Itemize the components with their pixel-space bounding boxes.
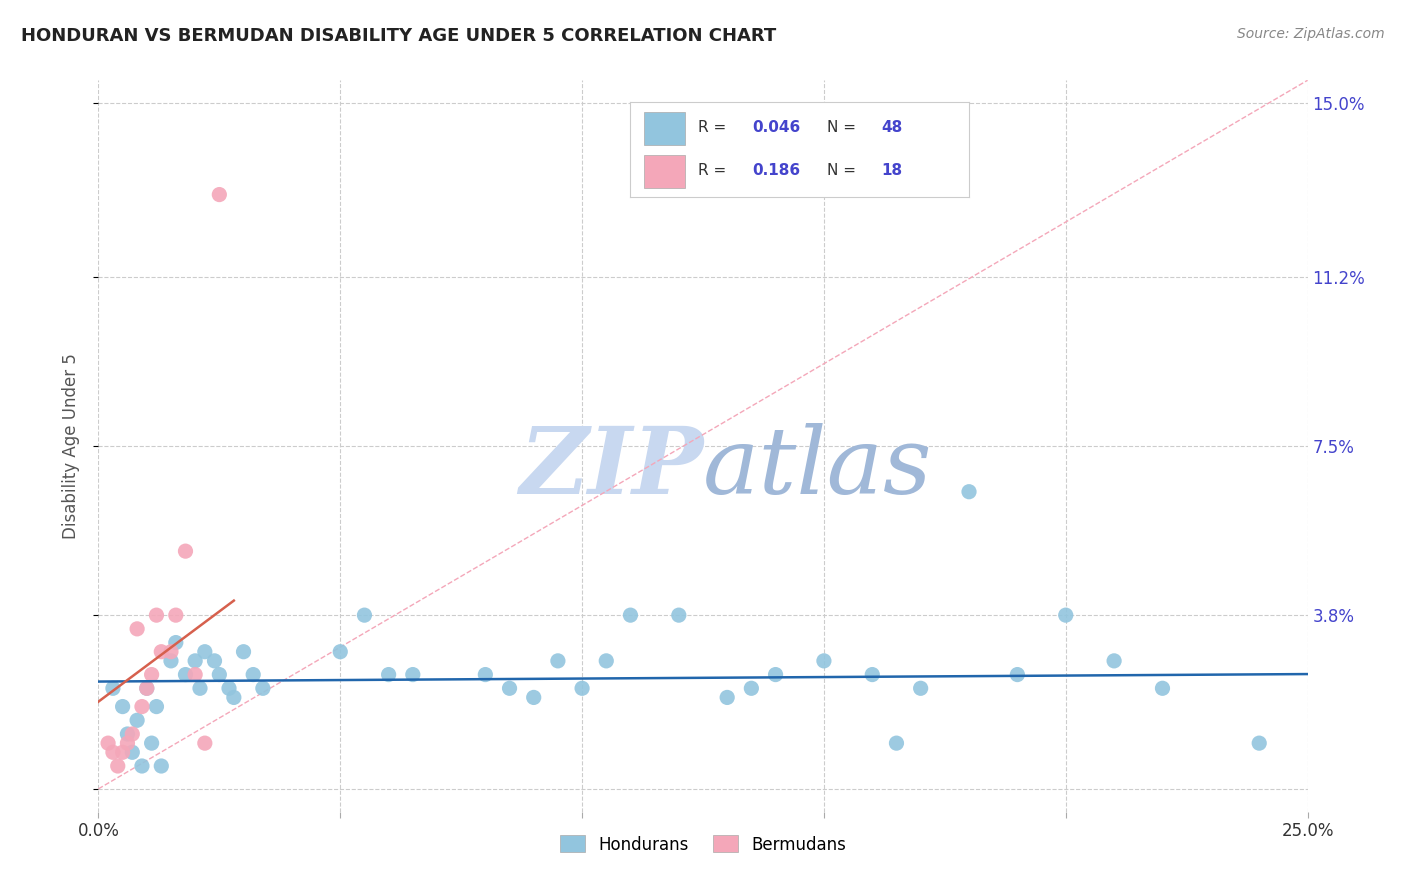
- Point: [160, 645, 183, 659]
- Point: [97, 736, 120, 750]
- Y-axis label: Disability Age Under 5: Disability Age Under 5: [62, 353, 80, 539]
- Point: [498, 681, 520, 696]
- Point: [813, 654, 835, 668]
- Point: [127, 622, 149, 636]
- Point: [619, 608, 641, 623]
- Point: [571, 681, 593, 696]
- Point: [208, 667, 231, 681]
- Point: [165, 635, 187, 649]
- Point: [135, 681, 157, 696]
- Point: [910, 681, 932, 696]
- Point: [117, 736, 139, 750]
- Point: [208, 187, 231, 202]
- Point: [377, 667, 399, 681]
- Point: [474, 667, 496, 681]
- Point: [886, 736, 908, 750]
- Point: [174, 667, 197, 681]
- Point: [131, 759, 153, 773]
- Point: [160, 654, 183, 668]
- Point: [141, 667, 163, 681]
- Point: [595, 654, 617, 668]
- Point: [150, 759, 173, 773]
- Point: [329, 645, 352, 659]
- Text: Source: ZipAtlas.com: Source: ZipAtlas.com: [1237, 27, 1385, 41]
- Point: [101, 681, 124, 696]
- Point: [194, 736, 217, 750]
- Point: [107, 759, 129, 773]
- Point: [165, 608, 187, 623]
- Point: [232, 645, 254, 659]
- Point: [131, 699, 153, 714]
- Point: [740, 681, 762, 696]
- Point: [1054, 608, 1077, 623]
- Point: [184, 667, 207, 681]
- Point: [111, 699, 134, 714]
- Point: [1249, 736, 1271, 750]
- Point: [716, 690, 738, 705]
- Point: [194, 645, 217, 659]
- Point: [111, 745, 134, 759]
- Point: [547, 654, 569, 668]
- Point: [127, 714, 149, 728]
- Point: [668, 608, 690, 623]
- Point: [174, 544, 197, 558]
- Point: [150, 645, 173, 659]
- Point: [523, 690, 546, 705]
- Point: [141, 736, 163, 750]
- Text: atlas: atlas: [703, 423, 932, 513]
- Point: [204, 654, 226, 668]
- Point: [1152, 681, 1174, 696]
- Point: [117, 727, 139, 741]
- Point: [101, 745, 124, 759]
- Point: [121, 745, 143, 759]
- Point: [145, 608, 167, 623]
- Point: [765, 667, 787, 681]
- Point: [252, 681, 274, 696]
- Point: [242, 667, 264, 681]
- Point: [353, 608, 375, 623]
- Point: [860, 667, 883, 681]
- Point: [957, 484, 980, 499]
- Point: [121, 727, 143, 741]
- Point: [184, 654, 207, 668]
- Point: [402, 667, 425, 681]
- Point: [1007, 667, 1029, 681]
- Point: [135, 681, 157, 696]
- Text: ZIP: ZIP: [519, 423, 703, 513]
- Point: [218, 681, 240, 696]
- Point: [188, 681, 211, 696]
- Point: [222, 690, 245, 705]
- Point: [145, 699, 167, 714]
- Legend: Hondurans, Bermudans: Hondurans, Bermudans: [551, 827, 855, 862]
- Text: HONDURAN VS BERMUDAN DISABILITY AGE UNDER 5 CORRELATION CHART: HONDURAN VS BERMUDAN DISABILITY AGE UNDE…: [21, 27, 776, 45]
- Point: [1102, 654, 1125, 668]
